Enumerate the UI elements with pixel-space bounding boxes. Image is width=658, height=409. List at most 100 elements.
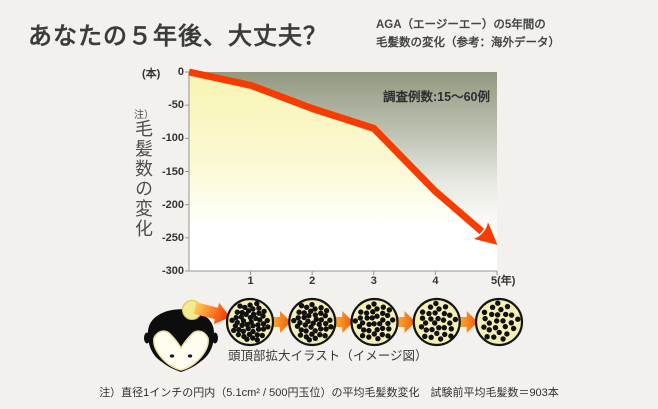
hair-dot — [309, 331, 315, 337]
hair-dot — [385, 333, 391, 339]
hair-dot — [312, 312, 319, 318]
hair-dot — [489, 311, 495, 318]
chart-subtitle: AGA（エージーエー）の5年間の 毛髪数の変化（参考：海外データ） — [376, 17, 560, 53]
scalp-circle — [225, 297, 275, 347]
small-arrow-icon — [457, 311, 478, 333]
hair-dot — [486, 327, 492, 333]
hair-dot — [429, 326, 435, 333]
hair-dot — [318, 326, 324, 332]
hair-dot — [244, 336, 250, 342]
hair-dot — [231, 327, 237, 334]
hair-dot — [240, 328, 247, 334]
hair-dot — [250, 311, 257, 317]
hair-dot — [257, 317, 263, 323]
hair-dot — [250, 323, 256, 329]
x-tick-label: 3 — [370, 275, 377, 287]
hair-dot — [264, 317, 270, 324]
hair-dot — [234, 309, 240, 315]
small-arrow-icon — [271, 311, 291, 333]
subtitle-line-2: 毛髪数の変化（参考：海外データ） — [376, 36, 560, 49]
hair-dot — [260, 321, 267, 327]
hair-dot — [510, 325, 517, 332]
hair-dot — [432, 310, 438, 316]
hair-dot — [508, 320, 514, 326]
hair-dot — [309, 301, 315, 308]
hair-dot — [327, 317, 333, 323]
hair-dot — [357, 315, 363, 321]
footnote: 注）直径1インチの円内（5.1cm² / 500円玉位）の平均毛髪数変化 試験前… — [99, 387, 559, 399]
hair-dot — [301, 310, 307, 316]
hair-dot — [260, 326, 267, 332]
illustration-caption: 頭頂部拡大イラスト（イメージ図） — [228, 349, 428, 363]
hair-dot — [308, 324, 314, 330]
hair-dot — [371, 331, 377, 337]
hair-dot — [366, 334, 372, 340]
hair-dot — [482, 315, 488, 322]
hair-dot — [495, 300, 501, 306]
hair-dot — [380, 310, 386, 316]
hair-dot — [374, 313, 380, 319]
hair-dot — [365, 304, 372, 310]
hair-dot — [428, 316, 434, 322]
x-tick-label: 2 — [309, 275, 316, 287]
hair-dot — [447, 312, 453, 318]
hair-dot — [363, 310, 370, 316]
hair-dot — [328, 324, 334, 330]
hair-dot — [423, 327, 429, 333]
hair-dot — [426, 310, 432, 317]
chart-plot-area — [185, 68, 498, 275]
hair-dot — [305, 318, 311, 324]
hair-dot — [316, 321, 322, 328]
hair-dot — [500, 318, 506, 324]
hair-dot — [359, 333, 366, 339]
hair-dot — [361, 327, 367, 333]
hair-dot — [419, 309, 426, 315]
hair-dot — [504, 331, 510, 337]
hair-dot — [356, 323, 363, 330]
sample-size-annotation: 調査例数:15～60例 — [383, 90, 490, 104]
hair-dot — [515, 316, 521, 322]
hair-dot — [303, 328, 309, 334]
hair-dot — [375, 336, 381, 342]
hair-dot — [441, 310, 448, 317]
y-tick-label: -200 — [161, 198, 184, 211]
hair-dot — [236, 327, 242, 333]
hair-dot — [496, 329, 502, 336]
hair-dot — [379, 331, 385, 338]
y-tick-label: -150 — [161, 165, 184, 178]
hair-dot — [435, 315, 441, 322]
y-axis-unit-label: (本) — [142, 68, 161, 80]
y-tick-label: -300 — [161, 265, 184, 277]
hair-dot — [481, 309, 488, 315]
hair-dot — [308, 308, 314, 314]
hair-dot — [312, 335, 318, 341]
hair-dot — [440, 317, 447, 323]
hair-dot — [306, 337, 312, 343]
hair-dot — [371, 321, 377, 327]
hair-dot — [486, 320, 492, 326]
hair-dot — [317, 332, 323, 338]
hair-dot — [370, 309, 376, 315]
hair-dot — [434, 330, 440, 337]
hair-dot — [260, 313, 266, 319]
hair-dot — [242, 304, 248, 311]
y-tick-label: -50 — [168, 99, 184, 112]
hair-dot — [503, 311, 509, 318]
scalp-circle — [288, 297, 337, 347]
x-tick-label: 1 — [247, 275, 254, 287]
hair-dot — [318, 317, 324, 323]
y-axis-title: 毛髪数の変化 — [133, 119, 153, 239]
hair-dot — [254, 337, 260, 343]
hair-dot — [492, 325, 499, 331]
hair-dot — [379, 325, 386, 332]
hair-dot — [301, 314, 307, 321]
hair-dot — [384, 312, 391, 319]
hair-dot — [386, 326, 392, 332]
scalp-circle — [474, 297, 524, 347]
right-eye — [187, 354, 193, 358]
hair-dot — [261, 308, 267, 314]
hair-dot — [250, 306, 256, 312]
hair-dot — [502, 323, 508, 330]
big-arrow-icon — [193, 302, 230, 325]
